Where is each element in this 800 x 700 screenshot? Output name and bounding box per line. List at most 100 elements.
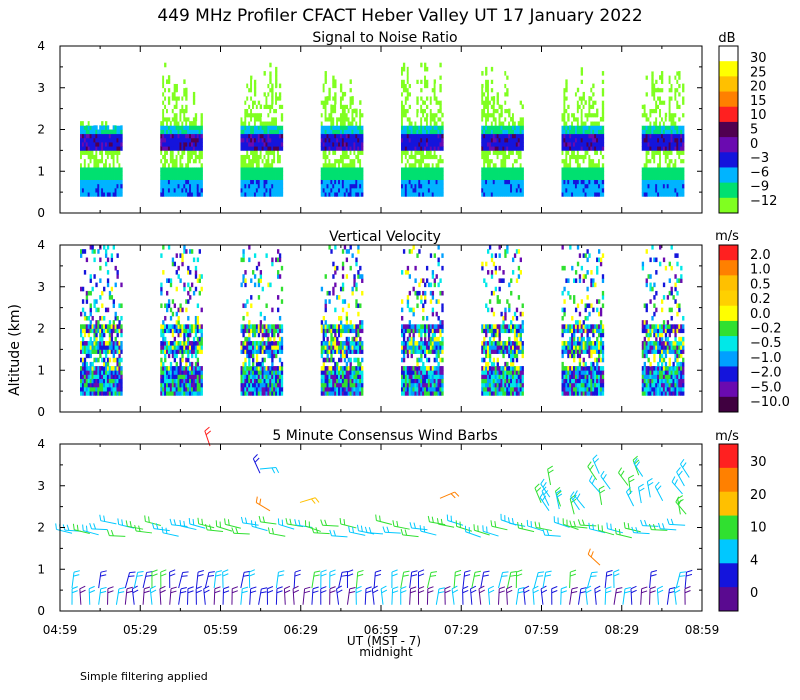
snr-cell <box>431 137 435 143</box>
snr-cell <box>439 192 442 197</box>
velocity-cell <box>97 391 100 396</box>
snr-cell <box>116 175 119 180</box>
snr-cell <box>261 179 264 185</box>
snr-cell <box>110 162 114 168</box>
snr-cell <box>185 87 188 93</box>
snr-cell <box>433 137 436 143</box>
snr-cell <box>347 179 350 185</box>
snr-cell <box>574 121 578 126</box>
snr-cell <box>246 129 249 135</box>
velocity-cell <box>120 282 123 288</box>
snr-cell <box>408 121 412 126</box>
snr-cell <box>492 129 496 135</box>
snr-cell <box>110 154 114 160</box>
snr-cell <box>324 150 327 155</box>
snr-cell <box>655 87 658 93</box>
snr-cell <box>571 146 574 151</box>
snr-cell <box>343 142 347 147</box>
snr-cell <box>485 129 488 135</box>
snr-cell <box>676 175 679 180</box>
snr-cell <box>166 87 169 93</box>
snr-cell <box>433 133 436 139</box>
snr-cell <box>510 158 513 164</box>
snr-cell <box>278 179 282 185</box>
snr-cell <box>597 121 601 126</box>
snr-cell <box>357 137 360 143</box>
snr-cell <box>425 154 429 160</box>
velocity-cell <box>101 345 104 350</box>
snr-cell <box>662 158 666 164</box>
snr-cell <box>588 116 591 122</box>
snr-cell <box>183 183 186 189</box>
snr-cell <box>116 137 119 143</box>
snr-cell <box>85 175 89 180</box>
snr-cell <box>248 142 251 147</box>
snr-cell <box>519 108 522 114</box>
snr-cell <box>481 96 484 101</box>
snr-cell <box>651 150 654 155</box>
snr-cell <box>171 91 175 97</box>
snr-cell <box>645 83 648 89</box>
snr-cell <box>435 162 438 168</box>
snr-cell <box>670 187 673 193</box>
snr-cell <box>431 116 435 122</box>
snr-cell <box>80 187 83 193</box>
snr-cell <box>250 150 253 155</box>
snr-cell <box>246 96 249 101</box>
snr-cell <box>339 179 343 185</box>
snr-cell <box>425 146 429 151</box>
velocity-cell <box>167 303 171 309</box>
snr-cell <box>353 137 356 143</box>
snr-cell <box>425 125 429 130</box>
snr-cell <box>662 137 666 143</box>
snr-cell <box>422 108 425 114</box>
snr-cell <box>169 175 173 180</box>
snr-cell <box>649 137 652 143</box>
snr-cell <box>242 192 245 197</box>
snr-cell <box>187 171 190 176</box>
snr-cell <box>343 187 347 193</box>
snr-cell <box>659 179 662 185</box>
snr-cell <box>590 87 593 93</box>
snr-cell <box>187 146 190 151</box>
velocity-cell <box>91 382 94 388</box>
snr-cell <box>242 146 245 151</box>
snr-cell <box>328 167 331 172</box>
snr-cell <box>187 129 190 135</box>
snr-cell <box>267 112 270 118</box>
snr-cell <box>429 125 433 130</box>
snr-cell <box>326 187 329 193</box>
snr-cell <box>173 83 177 89</box>
snr-cell <box>571 129 574 135</box>
snr-cell <box>655 187 658 193</box>
snr-cell <box>655 129 658 135</box>
snr-cell <box>418 175 421 180</box>
snr-cell <box>255 137 259 143</box>
snr-cell <box>322 167 325 172</box>
snr-cell <box>682 171 685 176</box>
velocity-cell <box>101 386 104 392</box>
snr-cell <box>569 179 572 185</box>
snr-cell <box>641 183 645 189</box>
snr-cell <box>194 133 198 139</box>
velocity-cell <box>164 315 167 321</box>
snr-cell <box>257 167 261 172</box>
snr-cell <box>164 71 167 76</box>
velocity-cell <box>89 320 92 325</box>
snr-cell <box>81 125 85 130</box>
snr-cell <box>189 192 192 197</box>
colorbar-swatch <box>719 121 738 138</box>
snr-cell <box>487 91 490 97</box>
snr-cell <box>192 121 196 126</box>
snr-cell <box>276 142 280 147</box>
snr-cell <box>341 129 345 135</box>
snr-cell <box>179 133 182 139</box>
velocity-cell <box>93 391 96 396</box>
snr-cell <box>592 142 595 147</box>
snr-cell <box>427 183 431 189</box>
snr-cell <box>511 121 515 126</box>
snr-cell <box>194 175 198 180</box>
snr-cell <box>187 154 190 160</box>
snr-cell <box>592 87 595 93</box>
snr-cell <box>485 87 488 93</box>
